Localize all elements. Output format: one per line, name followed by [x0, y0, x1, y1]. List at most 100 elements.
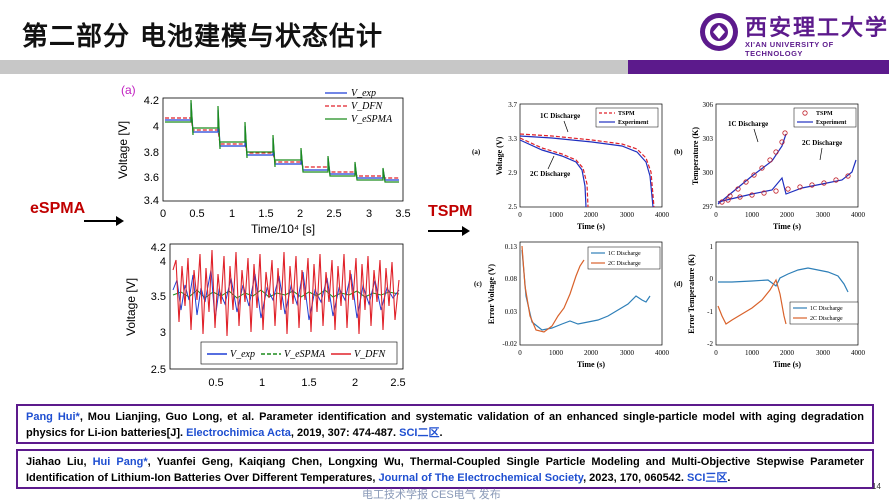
x-tick: 1000: [745, 349, 760, 357]
plot-frame: [715, 103, 859, 208]
plot-frame: [715, 241, 859, 346]
x-tick: 1: [259, 377, 265, 389]
curve-error-2c: [717, 278, 787, 325]
x-axis-label: Time (s): [577, 360, 605, 369]
ref2-journal[interactable]: Journal of The Electrochemical Society: [378, 472, 584, 484]
x-tick: 0: [160, 208, 166, 220]
legend-label: Experiment: [618, 120, 648, 126]
y-tick: 2.9: [508, 169, 517, 177]
y-tick: 4: [160, 256, 166, 268]
x-tick: 3000: [620, 349, 635, 357]
plot-voltage-dynamic: 2.5 3 3.5 4 4.2 0.5 1 1.5 2 2.5 Voltage …: [124, 242, 406, 389]
y-axis-label: Voltage [V]: [116, 121, 130, 179]
x-tick: 3000: [816, 349, 831, 357]
y-tick: 3: [160, 327, 166, 339]
ref1-tail: , 2019, 307: 474-487.: [290, 427, 400, 439]
x-tick: 0: [714, 349, 718, 357]
curve-exp-2c: [519, 139, 587, 208]
x-tick: 0: [518, 349, 522, 357]
y-tick: 3.5: [151, 291, 166, 303]
y-tick: 3.3: [508, 135, 517, 143]
x-tick: 1: [229, 208, 235, 220]
slide-title: 第二部分 电池建模与状态估计: [22, 22, 384, 52]
plot-frame: [519, 103, 663, 208]
x-tick: 2000: [584, 211, 599, 219]
y-tick: 3.8: [144, 147, 159, 159]
panel-label: (b): [674, 148, 683, 156]
x-tick: 3: [366, 208, 372, 220]
x-tick: 2000: [584, 349, 599, 357]
y-tick: 4.2: [144, 95, 159, 107]
y-tick: 4.2: [151, 242, 166, 254]
annotation-2c: 2C Discharge: [530, 170, 570, 178]
y-tick: 303: [703, 135, 714, 143]
y-axis-label: Error Voltage (V): [487, 264, 496, 324]
y-tick: 0.08: [505, 275, 518, 283]
legend-label: 1C Discharge: [810, 306, 843, 312]
x-tick: 1000: [745, 211, 760, 219]
panel-label: (a): [472, 148, 481, 156]
ref2-author: Hui Pang*: [92, 456, 148, 468]
plot-frame: [519, 241, 663, 346]
x-tick: 0: [714, 211, 718, 219]
y-tick: 306: [703, 101, 714, 109]
legend-label: 2C Discharge: [810, 316, 843, 322]
legend: V_exp V_DFN V_eSPMA: [325, 88, 393, 125]
y-tick: 3.4: [144, 195, 159, 207]
plot-tspm-temperature: (b) 297 300 303 306 0 1000 2000 3000 400…: [674, 101, 866, 231]
x-axis-label: Time/10⁴ [s]: [251, 222, 315, 236]
x-tick: 0: [518, 211, 522, 219]
label-tspm: TSPM: [428, 203, 473, 220]
curve-v-dfn-dyn: [172, 249, 400, 337]
y-axis-label: Temperature (K): [691, 127, 700, 185]
y-tick: -2: [707, 340, 713, 348]
legend-label: V_exp: [230, 349, 255, 360]
ref2-text: , Yuanfei Geng, Kaiqiang Chen, Longxing …: [26, 456, 864, 484]
legend-label: TSPM: [816, 111, 833, 117]
reference-box-1: Pang Hui*, Mou Lianjing, Guo Long, et al…: [16, 404, 874, 444]
arrow-espma: [84, 216, 124, 226]
x-tick: 1000: [549, 349, 564, 357]
legend-label: Experiment: [816, 120, 846, 126]
y-tick: 2.5: [508, 203, 517, 211]
x-tick: 1.5: [301, 377, 316, 389]
plot-error-temperature: (d) -2 -1 0 1 0 1000 2000 3000 4000 Time…: [674, 241, 866, 369]
x-tick: 3000: [620, 211, 635, 219]
legend-label: 1C Discharge: [608, 251, 641, 257]
panel-label: (c): [474, 280, 482, 288]
y-tick: -0.02: [502, 340, 517, 348]
ref2-tail: , 2023, 170, 060542.: [583, 472, 688, 484]
tspm-markers-2c: [719, 130, 788, 205]
legend: V_exp V_eSPMA V_DFN: [200, 341, 398, 365]
y-axis-label: Voltage [V]: [124, 278, 138, 336]
curve-error-1c: [521, 249, 651, 331]
ref1-journal[interactable]: Electrochimica Acta: [186, 427, 291, 439]
x-tick: 4000: [851, 349, 866, 357]
y-tick: 4: [153, 121, 159, 133]
legend: 1C Discharge 2C Discharge: [789, 301, 859, 325]
ref1-end: .: [439, 427, 443, 439]
x-axis-label: Time (s): [773, 222, 801, 231]
y-axis-label: Voltage (V): [495, 136, 504, 175]
plot-frame: [169, 243, 404, 370]
ref1-sci-badge: SCI二区: [399, 427, 440, 439]
panel-label: (a): [121, 83, 136, 97]
annotation-arrow: [547, 155, 555, 170]
curve-tspm-2c: [519, 137, 589, 208]
legend-label: V_DFN: [351, 101, 383, 112]
x-tick: 1000: [549, 211, 564, 219]
x-tick: 4000: [851, 211, 866, 219]
title-bar-purple: [628, 60, 889, 74]
x-tick: 1.5: [258, 208, 273, 220]
y-tick: -1: [707, 308, 713, 316]
x-tick: 2: [297, 208, 303, 220]
x-tick: 4000: [655, 211, 670, 219]
y-tick: 1: [710, 243, 714, 251]
plot-error-voltage: (c) -0.02 0.03 0.08 0.13 0 1000 2000 300…: [474, 241, 670, 369]
x-tick: 3000: [816, 211, 831, 219]
x-axis-label: Time (s): [577, 222, 605, 231]
legend-label: 2C Discharge: [608, 261, 641, 267]
logo-name-cn: 西安理工大学: [745, 15, 889, 41]
curve-v-espma: [165, 99, 399, 183]
annotation-arrow: [753, 128, 759, 143]
